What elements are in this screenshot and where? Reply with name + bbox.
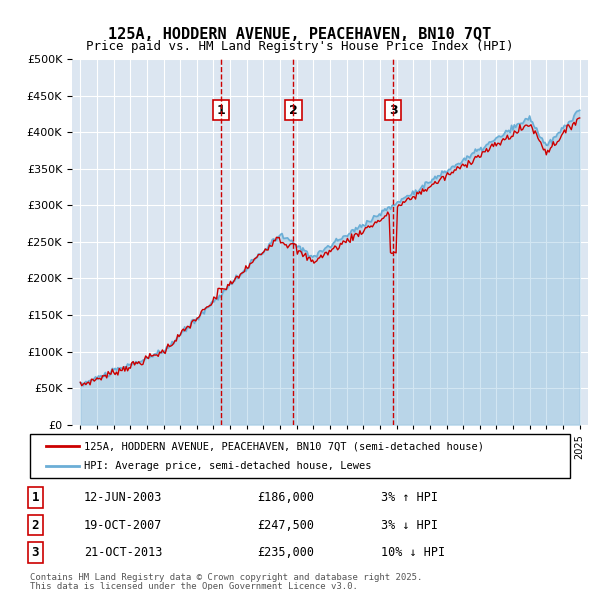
Text: 3: 3 (32, 546, 39, 559)
Text: 21-OCT-2013: 21-OCT-2013 (84, 546, 163, 559)
Text: HPI: Average price, semi-detached house, Lewes: HPI: Average price, semi-detached house,… (84, 461, 371, 470)
Text: 12-JUN-2003: 12-JUN-2003 (84, 491, 163, 504)
Text: 3: 3 (389, 104, 398, 117)
FancyBboxPatch shape (30, 434, 570, 478)
Text: This data is licensed under the Open Government Licence v3.0.: This data is licensed under the Open Gov… (30, 582, 358, 590)
Text: 1: 1 (32, 491, 39, 504)
Text: 125A, HODDERN AVENUE, PEACEHAVEN, BN10 7QT: 125A, HODDERN AVENUE, PEACEHAVEN, BN10 7… (109, 27, 491, 41)
Text: 125A, HODDERN AVENUE, PEACEHAVEN, BN10 7QT (semi-detached house): 125A, HODDERN AVENUE, PEACEHAVEN, BN10 7… (84, 442, 484, 452)
Text: Price paid vs. HM Land Registry's House Price Index (HPI): Price paid vs. HM Land Registry's House … (86, 40, 514, 53)
Text: 1: 1 (217, 104, 226, 117)
Text: £186,000: £186,000 (257, 491, 314, 504)
Text: 3% ↓ HPI: 3% ↓ HPI (381, 519, 438, 532)
Text: 2: 2 (289, 104, 298, 117)
Text: £235,000: £235,000 (257, 546, 314, 559)
Text: £247,500: £247,500 (257, 519, 314, 532)
Text: Contains HM Land Registry data © Crown copyright and database right 2025.: Contains HM Land Registry data © Crown c… (30, 573, 422, 582)
Text: 19-OCT-2007: 19-OCT-2007 (84, 519, 163, 532)
Text: 10% ↓ HPI: 10% ↓ HPI (381, 546, 445, 559)
Text: 2: 2 (32, 519, 39, 532)
Text: 3% ↑ HPI: 3% ↑ HPI (381, 491, 438, 504)
